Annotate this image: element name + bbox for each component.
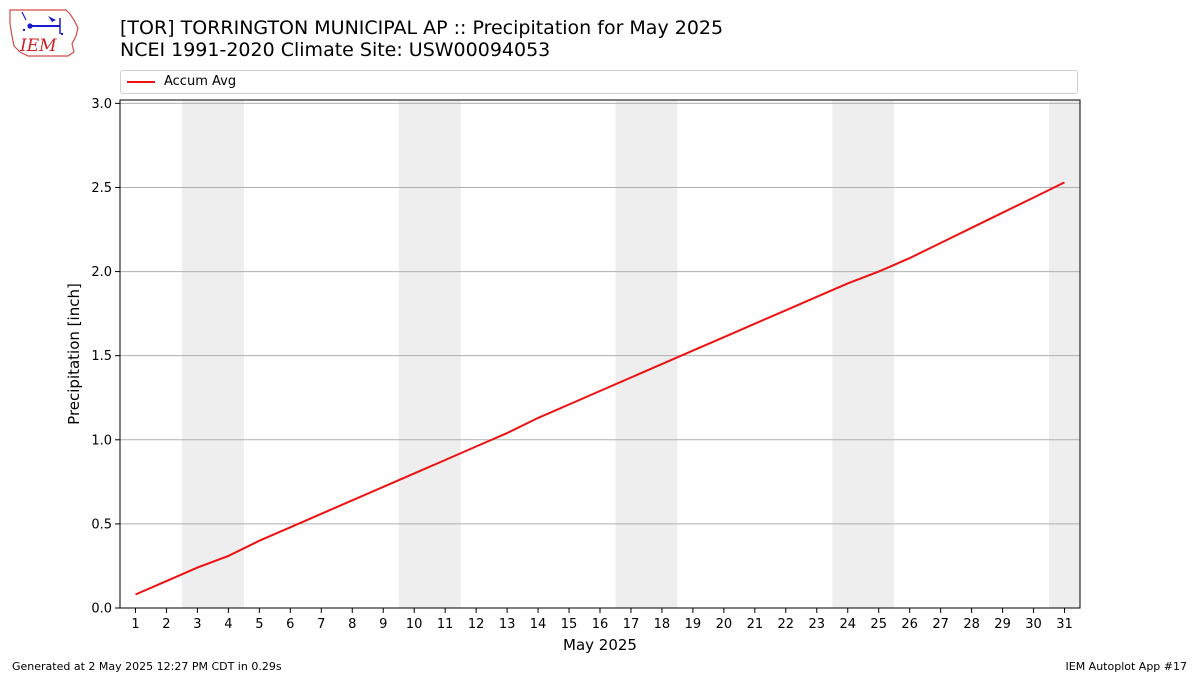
x-tick-label: 10 [406,617,423,632]
legend-label-accum-avg: Accum Avg [164,74,237,89]
x-tick-label: 9 [379,617,387,632]
series-layer [135,181,1065,596]
weekend-band-3 [615,100,678,608]
x-tick-label: 19 [685,617,702,632]
x-tick-label: 18 [654,617,671,632]
y-tick-label: 2.0 [91,265,112,280]
x-tick-label: 31 [1056,617,1073,632]
x-tick-label: 8 [348,617,356,632]
y-tick-label: 1.5 [91,349,112,364]
x-tick-label: 4 [224,617,232,632]
y-axis: 0.0 0.5 1.0 1.5 2.0 2.5 3.0 [91,97,120,617]
x-tick-label: 1 [131,617,139,632]
x-tick-label: 6 [286,617,294,632]
x-tick-label: 7 [317,617,325,632]
x-tick-label: 17 [623,617,640,632]
grid-lines [120,102,1080,525]
x-axis-label: May 2025 [563,636,637,654]
x-tick-label: 30 [1025,617,1042,632]
y-tick-label: 1.0 [91,433,112,448]
x-tick-label: 2 [162,617,170,632]
x-tick-label: 22 [778,617,795,632]
x-tick-label: 12 [468,617,485,632]
x-tick-label: 13 [499,617,516,632]
x-tick-label: 27 [932,617,949,632]
x-tick-label: 11 [437,617,454,632]
y-tick-label: 0.5 [91,517,112,532]
x-tick-label: 24 [839,617,856,632]
x-tick-label: 26 [901,617,918,632]
weekend-band-2 [398,100,461,608]
x-tick-label: 5 [255,617,263,632]
x-axis: 1 2 3 4 5 6 7 8 9 10 11 12 13 14 15 16 17 18 19 20 21 22 23 24 2… [131,608,1073,632]
x-tick-label: 23 [809,617,826,632]
legend-swatch-accum-avg [127,81,155,83]
y-tick-label: 3.0 [91,97,112,112]
plot-frame [119,99,1081,609]
x-tick-label: 25 [870,617,887,632]
iem-logo-text: IEM [19,36,57,56]
footer-app-id: IEM Autoplot App #17 [1065,660,1188,673]
chart-title: [TOR] TORRINGTON MUNICIPAL AP :: Precipi… [120,17,724,39]
x-tick-label: 21 [747,617,764,632]
x-tick-label: 3 [193,617,201,632]
x-tick-label: 28 [963,617,980,632]
x-tick-label: 29 [994,617,1011,632]
x-tick-label: 20 [716,617,733,632]
x-tick-label: 16 [592,617,609,632]
series-line-accum-avg [135,181,1065,596]
weekend-band-1 [181,100,244,608]
y-tick-label: 2.5 [91,181,112,196]
weekend-bands [181,100,1080,608]
legend: Accum Avg [120,70,1078,94]
y-tick-label: 0.0 [91,602,112,617]
y-axis-label: Precipitation [inch] [65,283,83,425]
weekend-band-5 [1049,100,1080,608]
iem-logo: IEM [9,9,79,57]
x-tick-label: 14 [530,617,547,632]
chart-subtitle: NCEI 1991-2020 Climate Site: USW00094053 [120,39,551,61]
weekend-band-4 [832,100,895,608]
x-tick-label: 15 [561,617,578,632]
footer-generated-info: Generated at 2 May 2025 12:27 PM CDT in … [12,660,282,673]
